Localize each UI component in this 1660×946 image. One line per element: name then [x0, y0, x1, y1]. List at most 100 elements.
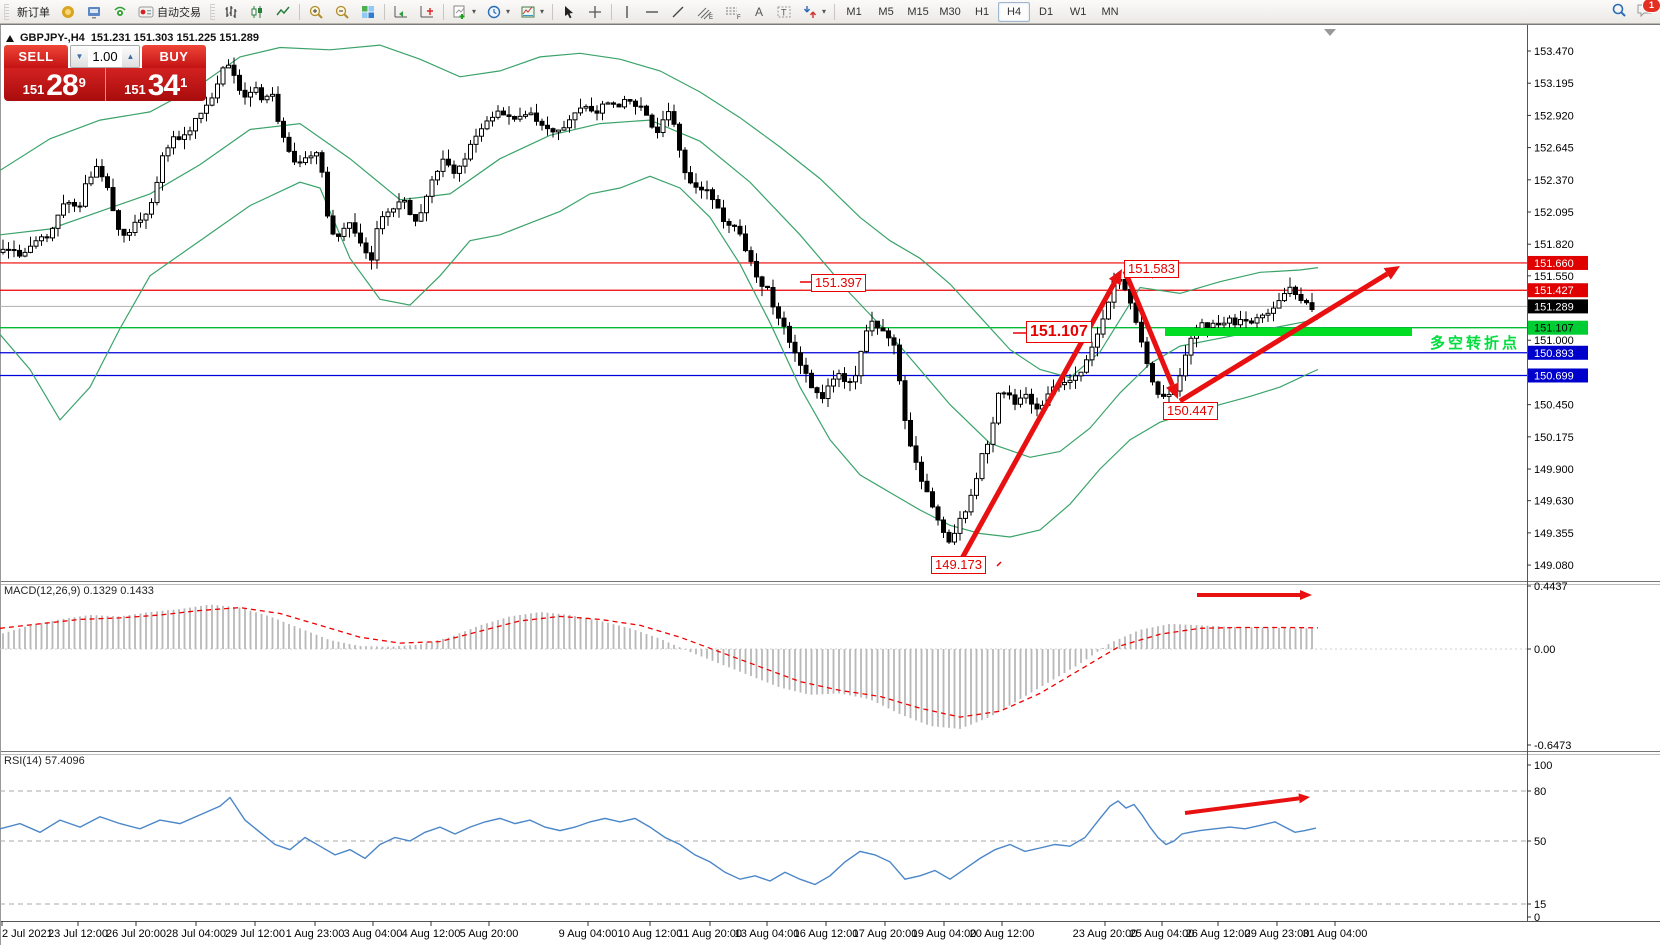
sell-price[interactable]: 151 28 9 — [4, 68, 106, 101]
annotation-green-level-price: 151.107 — [1026, 321, 1092, 343]
metaeditor-icon[interactable] — [81, 1, 107, 23]
svg-text:152.920: 152.920 — [1534, 110, 1574, 122]
svg-text:31 Aug 04:00: 31 Aug 04:00 — [1303, 928, 1368, 940]
timeframe-button-MN[interactable]: MN — [1101, 5, 1119, 18]
buy-price-pips: 34 — [147, 69, 180, 101]
horizontal-line-tool-icon[interactable] — [639, 1, 665, 23]
svg-text:151.550: 151.550 — [1534, 271, 1574, 283]
annotation-peak-price: 151.583 — [1124, 260, 1179, 278]
svg-text:T: T — [781, 7, 787, 17]
dropdown-caret-icon: ▾ — [506, 7, 511, 16]
svg-text:20 Aug 12:00: 20 Aug 12:00 — [970, 928, 1035, 940]
volume-increase-button[interactable]: ▲ — [122, 46, 139, 67]
annotation-mid-price: 151.397 — [811, 274, 866, 292]
dropdown-caret-icon: ▾ — [822, 7, 827, 16]
macd-label: MACD(12,26,9) 0.1329 0.1433 — [4, 585, 154, 597]
timeframe-button-W1[interactable]: W1 — [1069, 5, 1087, 18]
trendline-tool-icon[interactable] — [665, 1, 691, 23]
timeframe-button-D1[interactable]: D1 — [1039, 5, 1054, 18]
svg-text:152.095: 152.095 — [1534, 207, 1574, 219]
chart-shift-icon[interactable] — [414, 1, 440, 23]
timeframe-button-H4[interactable]: H4 — [998, 1, 1031, 22]
bollinger-bands — [0, 44, 1319, 538]
svg-text:5 Aug 20:00: 5 Aug 20:00 — [460, 928, 519, 940]
candlestick-icon[interactable] — [244, 1, 270, 23]
svg-text:-0.6473: -0.6473 — [1534, 740, 1571, 752]
timeframe-button-M30[interactable]: M30 — [939, 5, 961, 18]
sell-price-pips: 28 — [46, 69, 78, 101]
metaquotes-icon[interactable] — [55, 1, 81, 23]
svg-text:153.195: 153.195 — [1534, 78, 1574, 90]
main-toolbar: 新订单 自动交易 ▾ ▾ — [0, 0, 1660, 24]
zoom-out-icon[interactable] — [329, 1, 355, 23]
toolbar-separator — [552, 3, 554, 20]
svg-text:152.645: 152.645 — [1534, 143, 1574, 155]
bar-chart-icon[interactable] — [218, 1, 244, 23]
svg-text:151.820: 151.820 — [1534, 239, 1574, 251]
svg-text:151.107: 151.107 — [1534, 323, 1574, 335]
zoom-in-icon[interactable] — [303, 1, 329, 23]
equidistant-channel-tool-icon[interactable]: E — [691, 1, 719, 23]
auto-scroll-icon[interactable] — [388, 1, 414, 23]
new-order-label: 新订单 — [17, 6, 50, 19]
cursor-icon[interactable] — [556, 1, 582, 23]
chart-window[interactable]: 153.470 153.195 152.920 152.645 152.370 152.0… — [0, 24, 1660, 946]
annotation-trough-price: 150.447 — [1163, 402, 1218, 420]
crosshair-icon[interactable] — [582, 1, 608, 23]
svg-text:26 Aug 12:00: 26 Aug 12:00 — [1186, 928, 1251, 940]
toolbar-separator — [611, 3, 613, 20]
volume-decrease-button[interactable]: ▼ — [71, 46, 88, 67]
text-label-tool-icon[interactable]: T — [771, 1, 797, 23]
buy-button[interactable]: BUY — [142, 45, 206, 68]
timeframe-button-M5[interactable]: M5 — [878, 5, 894, 18]
svg-text:0: 0 — [1534, 912, 1540, 924]
svg-text:152.370: 152.370 — [1534, 175, 1574, 187]
notifications-chat-icon[interactable]: 1 — [1636, 0, 1660, 21]
fibonacci-tool-icon[interactable]: F — [719, 1, 747, 23]
text-tool-icon[interactable]: A — [747, 1, 771, 23]
timeframe-button-M1[interactable]: M1 — [846, 5, 862, 18]
svg-text:26 Jul 20:00: 26 Jul 20:00 — [106, 928, 166, 940]
tile-windows-icon[interactable] — [355, 1, 381, 23]
svg-text:151.000: 151.000 — [1534, 335, 1574, 347]
svg-text:23 Jul 12:00: 23 Jul 12:00 — [48, 928, 108, 940]
arrow-objects-button[interactable]: ▾ — [797, 1, 831, 23]
svg-text:A: A — [755, 5, 763, 19]
search-icon[interactable] — [1611, 2, 1628, 22]
vertical-line-tool-icon[interactable] — [615, 1, 639, 23]
toolbar-separator — [834, 3, 836, 20]
toolbar-separator — [299, 3, 300, 20]
period-clock-button[interactable]: ▾ — [481, 1, 515, 23]
macd-name: MACD(12,26,9) — [4, 585, 81, 597]
svg-text:80: 80 — [1534, 786, 1546, 798]
autotrading-button[interactable]: 自动交易 — [133, 1, 206, 23]
toolbar-grip — [210, 3, 215, 20]
chart-shift-marker — [1324, 29, 1336, 36]
price-axis: 153.470 153.195 152.920 152.645 152.370 152.0… — [1527, 46, 1588, 572]
svg-text:151.289: 151.289 — [1534, 301, 1574, 313]
new-chart-button[interactable]: ▾ — [447, 1, 481, 23]
svg-text:9 Aug 04:00: 9 Aug 04:00 — [559, 928, 618, 940]
svg-text:23 Aug 20:00: 23 Aug 20:00 — [1073, 928, 1138, 940]
svg-text:E: E — [709, 15, 713, 20]
symbol-info: GBPJPY-,H4 151.231 151.303 151.225 151.2… — [6, 32, 259, 44]
rsi-value: 57.4096 — [44, 755, 85, 767]
line-chart-icon[interactable] — [270, 1, 296, 23]
signals-icon[interactable] — [107, 1, 133, 23]
timeframe-button-M15[interactable]: M15 — [907, 5, 929, 18]
templates-button[interactable]: ▾ — [515, 1, 549, 23]
volume-value[interactable]: 1.00 — [92, 49, 118, 64]
sell-button[interactable]: SELL — [4, 45, 68, 68]
one-click-trading-panel: SELL ▼ 1.00 ▲ BUY 151 28 9 151 34 1 — [4, 45, 206, 101]
chart-canvas[interactable]: 153.470 153.195 152.920 152.645 152.370 152.0… — [0, 25, 1660, 946]
svg-text:25 Aug 04:00: 25 Aug 04:00 — [1130, 928, 1195, 940]
candles — [0, 57, 1315, 545]
svg-text:17 Aug 20:00: 17 Aug 20:00 — [853, 928, 918, 940]
timeframe-button-H1[interactable]: H1 — [975, 5, 990, 18]
svg-text:16 Aug 12:00: 16 Aug 12:00 — [794, 928, 859, 940]
toolbar-separator — [443, 3, 444, 20]
dropdown-caret-icon: ▾ — [472, 7, 477, 16]
buy-price[interactable]: 151 34 1 — [105, 68, 206, 101]
rsi-label: RSI(14) 57.4096 — [4, 755, 85, 767]
new-order-button[interactable]: 新订单 — [12, 1, 55, 23]
